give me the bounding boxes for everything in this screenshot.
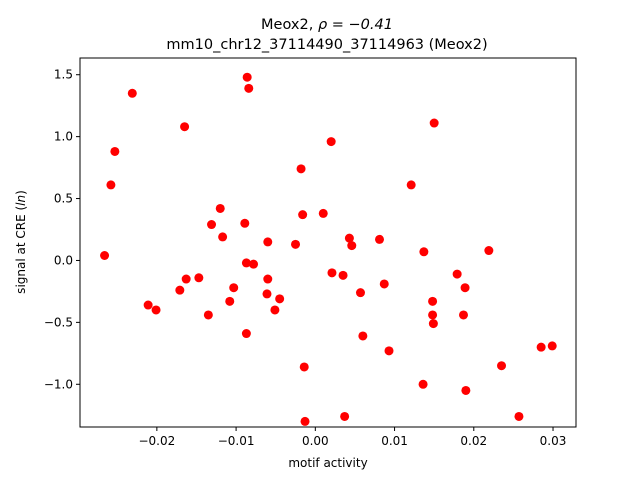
data-point [240, 218, 250, 228]
x-tick-label: 0.01 [381, 434, 408, 448]
data-point [547, 341, 557, 351]
data-point [384, 346, 394, 356]
data-point [291, 239, 301, 249]
data-point [127, 88, 137, 98]
data-point [194, 273, 204, 283]
plot-frame [79, 57, 577, 428]
data-point [263, 237, 273, 247]
data-point [326, 137, 336, 147]
data-point [327, 268, 337, 278]
data-point [318, 208, 328, 218]
data-point [406, 180, 416, 190]
data-point [106, 180, 116, 190]
data-point [358, 331, 368, 341]
data-point [375, 234, 385, 244]
data-point [100, 251, 110, 261]
data-point [110, 146, 120, 156]
data-point [241, 258, 251, 268]
data-point [484, 246, 494, 256]
y-tick-label: −0.5 [44, 315, 73, 329]
data-points [100, 72, 557, 426]
y-axis-label: signal at CRE (ln) [14, 190, 28, 294]
y-tick-label: 1.0 [54, 130, 73, 144]
data-point [298, 210, 308, 220]
data-point [262, 289, 272, 299]
data-point [270, 305, 280, 315]
data-point [536, 342, 546, 352]
data-point [458, 310, 468, 320]
data-point [225, 296, 235, 306]
data-point [229, 283, 239, 293]
x-tick-label: 0.03 [540, 434, 567, 448]
x-tick-label: 0.00 [302, 434, 329, 448]
data-point [203, 310, 213, 320]
data-point [355, 288, 365, 298]
data-point [497, 361, 507, 371]
data-point [263, 274, 273, 284]
data-point [418, 379, 428, 389]
data-point [461, 385, 471, 395]
data-point [429, 118, 439, 128]
data-point [181, 274, 191, 284]
chart-title-line1: Meox2, ρ = −0.41 [261, 17, 393, 33]
data-point [180, 122, 190, 132]
y-tick-label: 1.5 [54, 68, 73, 82]
data-point [344, 233, 354, 243]
data-point [428, 310, 438, 320]
data-point [340, 411, 350, 421]
x-axis-ticks: −0.02 −0.01 0.00 0.01 0.02 0.03 [138, 427, 566, 448]
data-point [249, 259, 259, 269]
data-point [275, 294, 285, 304]
data-point [244, 83, 254, 93]
x-tick-label: −0.02 [138, 434, 175, 448]
x-tick-label: −0.01 [218, 434, 255, 448]
chart-title-line2: mm10_chr12_37114490_37114963 (Meox2) [166, 37, 487, 53]
chart-title-rho: ρ = −0.41 [318, 17, 393, 33]
data-point [218, 232, 228, 242]
x-axis-label: motif activity [288, 456, 367, 470]
y-tick-label: −1.0 [44, 377, 73, 391]
data-point [296, 164, 306, 174]
data-point [207, 220, 217, 230]
data-point [452, 269, 462, 279]
data-point [175, 285, 185, 295]
y-axis-ticks: −1.0 −0.5 0.0 0.5 1.0 1.5 [44, 68, 80, 391]
x-tick-label: 0.02 [460, 434, 487, 448]
data-point [241, 329, 251, 339]
data-point [460, 283, 470, 293]
data-point [347, 241, 357, 251]
data-point [151, 305, 161, 315]
data-point [379, 279, 389, 289]
y-tick-label: 0.5 [54, 192, 73, 206]
data-point [215, 203, 225, 213]
data-point [242, 72, 252, 82]
data-point [419, 247, 429, 257]
data-point [428, 296, 438, 306]
data-point [428, 319, 438, 329]
data-point [300, 416, 310, 426]
y-tick-label: 0.0 [54, 253, 73, 267]
data-point [338, 270, 348, 280]
data-point [514, 411, 524, 421]
data-point [143, 300, 153, 310]
data-point [299, 362, 309, 372]
